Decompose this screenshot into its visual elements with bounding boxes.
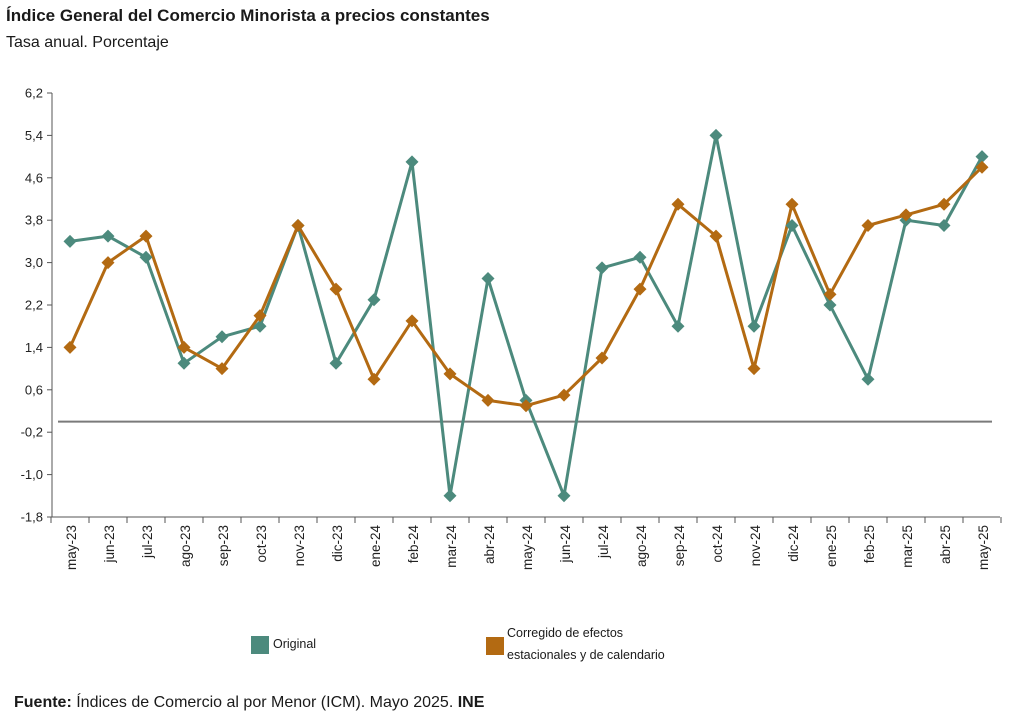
series-original-point — [861, 372, 875, 386]
series-corrected-point — [139, 229, 153, 243]
source-text: Índices de Comercio al por Menor (ICM). … — [76, 694, 454, 711]
series-original-point — [329, 356, 343, 370]
x-tick-label: feb-24 — [406, 525, 421, 564]
legend-label-corrected-line2: estacionales y de calendario — [507, 648, 665, 662]
x-tick-label: mar-25 — [900, 525, 915, 568]
series-corrected-point — [291, 219, 305, 232]
series-corrected-point — [367, 372, 381, 386]
series-corrected-point — [405, 314, 419, 328]
series-original-line — [69, 133, 984, 498]
y-tick-label: 0,6 — [25, 382, 43, 397]
legend-swatch-original — [251, 636, 269, 654]
x-tick-label: sep-23 — [216, 525, 231, 566]
y-tick-label: 5,4 — [25, 128, 43, 143]
series-corrected-point — [671, 197, 685, 211]
x-tick-label: jun-24 — [558, 525, 573, 564]
x-tick-label: sep-24 — [672, 525, 687, 567]
series-original-point — [671, 319, 685, 333]
x-tick-label: dic-24 — [786, 525, 801, 562]
series-corrected-point — [823, 287, 837, 301]
series-original-point — [557, 489, 571, 503]
series-corrected-point — [633, 282, 647, 296]
x-tick-label: nov-24 — [748, 525, 763, 567]
series-original-point — [367, 293, 381, 307]
series-corrected-point — [709, 229, 723, 243]
series-original-point — [63, 234, 77, 248]
series-corrected-line — [68, 166, 984, 408]
x-tick-label: abr-25 — [938, 525, 953, 564]
x-tick-label: nov-23 — [292, 525, 307, 566]
series-original-point — [101, 229, 115, 243]
series-corrected-point — [481, 393, 495, 407]
series-corrected-point — [557, 388, 571, 402]
x-tick-label: oct-23 — [254, 525, 269, 563]
series-original-point — [481, 272, 495, 285]
x-tick-label: jun-23 — [102, 525, 117, 564]
source-org: INE — [457, 694, 485, 711]
series-original-point — [177, 356, 191, 370]
x-tick-label: ene-25 — [824, 525, 839, 567]
source-note: Fuente: Índices de Comercio al por Menor… — [14, 694, 484, 712]
line-chart: 6,2 5,4 4,6 3,8 3,0 2,2 1,4 0,6 -0,2 -1,0 -1,8 may-… — [21, 86, 1002, 571]
series-original-point — [215, 330, 229, 344]
y-tick-label: 3,0 — [25, 255, 43, 270]
series-corrected-point — [747, 362, 761, 376]
series-corrected-point — [899, 208, 913, 222]
x-tick-label: jul-24 — [596, 525, 611, 560]
series-corrected-point — [443, 367, 457, 381]
chart-subtitle: Tasa anual. Porcentaje — [6, 34, 169, 51]
source-label: Fuente: — [14, 694, 72, 711]
x-tick-label: dic-23 — [330, 525, 345, 562]
series-original-point — [747, 319, 761, 333]
series-corrected-point — [861, 219, 875, 232]
series-corrected-point — [215, 362, 229, 376]
x-tick-label: oct-24 — [710, 525, 725, 563]
legend-label-corrected-line1: Corregido de efectos — [507, 626, 624, 640]
x-tick-label: may-23 — [64, 525, 79, 570]
series-original-point — [405, 155, 419, 169]
y-tick-label: 6,2 — [25, 86, 43, 101]
x-tick-label: feb-25 — [862, 525, 877, 563]
y-tick-label: 3,8 — [25, 213, 43, 228]
x-tick-label: ago-23 — [178, 525, 193, 567]
x-tick-label: mar-24 — [444, 525, 459, 568]
y-tick-label: -0,2 — [21, 425, 43, 440]
series-corrected-point — [63, 340, 77, 354]
series-original-point — [937, 219, 951, 232]
legend-swatch-corrected — [486, 637, 504, 655]
series-corrected-point — [253, 309, 267, 323]
series-corrected-point — [975, 160, 989, 174]
y-tick-label: 4,6 — [25, 170, 43, 185]
series-original-point — [823, 298, 837, 312]
x-tick-label: may-25 — [976, 525, 991, 570]
y-tick-label: 1,4 — [25, 340, 43, 355]
series-original-point — [443, 489, 457, 503]
legend-label-original: Original — [273, 637, 317, 651]
x-tick-label: may-24 — [520, 525, 535, 571]
series-corrected-point — [595, 351, 609, 365]
y-tick-label: 2,2 — [25, 298, 43, 313]
series-original-point — [975, 150, 989, 164]
series-corrected-point — [329, 282, 343, 296]
series-original-point — [709, 128, 723, 142]
x-tick-label: abr-24 — [482, 525, 497, 565]
series-original-point — [633, 250, 647, 264]
chart-title: Índice General del Comercio Minorista a … — [6, 6, 490, 25]
x-tick-label: ene-24 — [368, 525, 383, 568]
series-corrected-point — [101, 256, 115, 270]
series-corrected-point — [937, 197, 951, 211]
y-tick-label: -1,8 — [21, 510, 43, 525]
y-tick-label: -1,0 — [21, 467, 43, 482]
series-corrected-point — [519, 399, 533, 413]
series-original-point — [785, 219, 799, 232]
series-original-point — [595, 261, 609, 275]
legend-label-corrected: Corregido de efectos estacionales y de c… — [507, 622, 707, 666]
series-original-point — [253, 319, 267, 333]
series-corrected-point — [177, 340, 191, 354]
x-tick-label: jul-23 — [140, 525, 155, 559]
x-tick-label: ago-24 — [634, 525, 649, 568]
series-original-point — [139, 250, 153, 264]
series-corrected-point — [785, 197, 799, 211]
